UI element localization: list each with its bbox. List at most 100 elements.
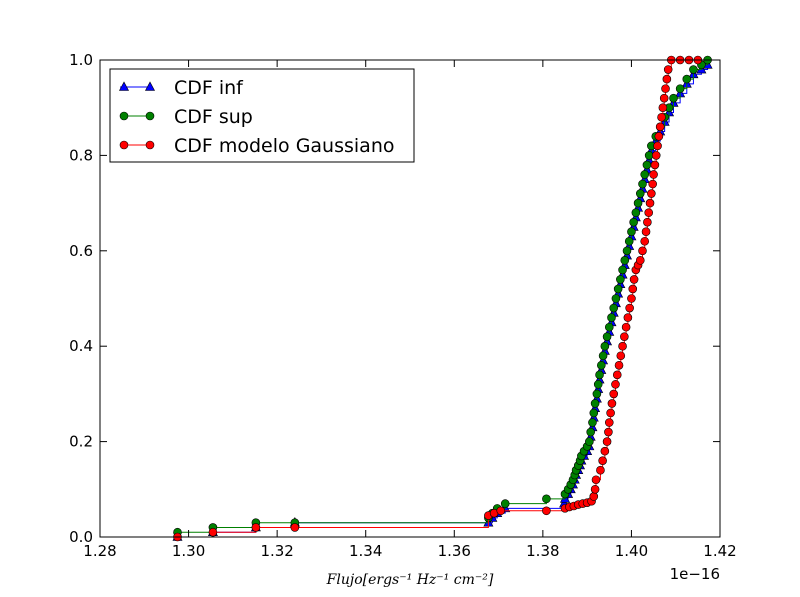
legend-item: CDF sup xyxy=(119,106,253,128)
y-axis: 0.0 0.2 0.4 0.6 0.8 1.0 xyxy=(69,51,720,546)
data-point xyxy=(588,418,597,427)
data-point xyxy=(663,65,673,74)
data-point xyxy=(251,523,261,532)
data-point xyxy=(542,506,551,516)
data-point xyxy=(631,208,641,217)
series-3 xyxy=(173,55,703,542)
data-point xyxy=(622,246,632,256)
data-point xyxy=(620,332,629,341)
y-tick-label: 0.0 xyxy=(69,528,93,546)
y-tick-label: 1.0 xyxy=(69,51,93,69)
data-point xyxy=(614,360,624,370)
data-point xyxy=(620,256,630,265)
data-point xyxy=(662,74,672,84)
data-point xyxy=(604,427,613,437)
data-point xyxy=(593,380,603,389)
data-point xyxy=(647,189,656,198)
data-point xyxy=(595,370,604,380)
y-tick-label: 0.2 xyxy=(69,433,93,451)
data-point xyxy=(602,437,612,446)
data-point xyxy=(657,112,666,122)
data-point xyxy=(641,227,651,237)
legend-label: CDF sup xyxy=(174,106,253,128)
data-point xyxy=(616,275,625,284)
data-point xyxy=(290,523,300,532)
data-point xyxy=(500,499,510,508)
legend-marker xyxy=(145,81,155,91)
data-point xyxy=(611,380,620,389)
data-point xyxy=(616,351,626,361)
x-tick-label: 1.28 xyxy=(83,542,116,560)
data-point xyxy=(659,93,669,103)
data-point xyxy=(598,351,608,361)
data-point xyxy=(600,341,610,351)
data-point xyxy=(628,284,638,294)
x-axis: 1.28 1.30 1.32 1.34 1.36 1.38 1.40 1.42 xyxy=(83,60,737,560)
data-point xyxy=(618,265,627,275)
legend: CDF inf CDF sup CDF modelo Gaussiano xyxy=(109,68,415,163)
data-point xyxy=(208,527,218,537)
data-point xyxy=(496,506,506,516)
x-tick-label: 1.40 xyxy=(615,542,648,560)
legend-marker xyxy=(119,140,129,150)
data-point xyxy=(661,84,670,93)
data-point xyxy=(602,332,612,341)
data-point xyxy=(669,93,678,103)
data-point xyxy=(597,360,606,370)
data-point xyxy=(627,294,636,303)
y-tick-label: 0.6 xyxy=(69,242,93,260)
data-point xyxy=(621,322,631,332)
data-point xyxy=(635,256,645,265)
x-tick-label: 1.36 xyxy=(438,542,471,560)
data-point xyxy=(642,160,652,170)
data-point xyxy=(542,494,551,504)
data-point xyxy=(591,475,601,485)
legend-item: CDF modelo Gaussiano xyxy=(119,135,395,157)
data-point xyxy=(609,389,619,399)
data-point xyxy=(655,122,665,132)
data-point xyxy=(653,141,662,151)
data-point xyxy=(596,465,605,475)
data-point xyxy=(633,198,643,208)
data-point xyxy=(600,446,610,456)
x-tick-label: 1.38 xyxy=(526,542,559,560)
legend-item: CDF inf xyxy=(119,77,244,99)
legend-marker xyxy=(145,111,155,121)
data-point xyxy=(625,303,634,313)
data-point xyxy=(689,65,698,74)
data-point xyxy=(589,492,599,501)
x-tick-label: 1.32 xyxy=(260,542,293,560)
data-point xyxy=(609,303,619,313)
data-point xyxy=(585,437,594,446)
series-layer xyxy=(172,55,713,542)
x-tick-label: 1.42 xyxy=(703,542,736,560)
x-tick-label: 1.34 xyxy=(349,542,382,560)
data-point xyxy=(658,103,668,112)
data-point xyxy=(638,179,647,189)
x-offset-label: 1e−16 xyxy=(670,565,720,583)
data-point xyxy=(590,399,600,408)
data-point xyxy=(638,246,647,256)
y-tick-label: 0.4 xyxy=(69,337,93,355)
data-point xyxy=(635,189,645,198)
legend-marker xyxy=(119,111,129,121)
data-point xyxy=(682,74,692,84)
x-axis-label: Flujo[ergs⁻¹ Hz⁻¹ cm⁻²] xyxy=(326,572,494,588)
data-point xyxy=(627,227,636,237)
data-point xyxy=(589,408,599,418)
data-point xyxy=(651,151,661,160)
data-point xyxy=(624,236,634,246)
data-point xyxy=(650,160,660,170)
legend-label: CDF modelo Gaussiano xyxy=(174,135,395,157)
legend-box xyxy=(109,68,415,163)
data-point xyxy=(592,389,602,399)
data-point xyxy=(648,179,657,189)
data-point xyxy=(640,236,650,246)
data-point xyxy=(606,408,615,418)
data-point xyxy=(604,322,614,332)
data-point xyxy=(604,418,614,427)
x-tick-label: 1.30 xyxy=(172,542,205,560)
data-point xyxy=(611,294,621,303)
data-point xyxy=(649,170,658,179)
